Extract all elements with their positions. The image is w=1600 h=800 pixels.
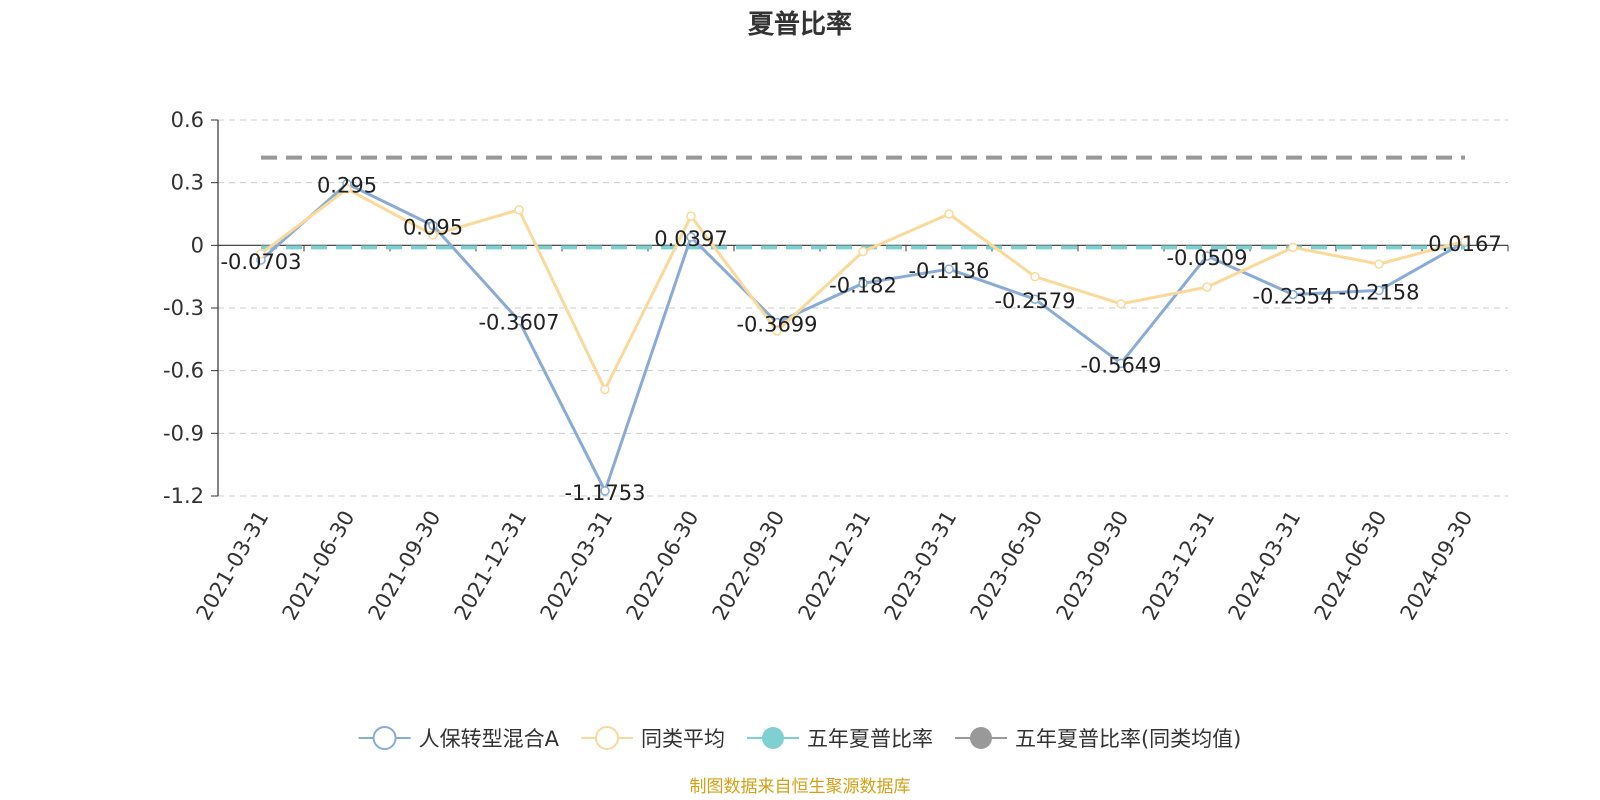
data-label: 0.295 xyxy=(317,174,377,198)
data-label: -0.0509 xyxy=(1166,246,1247,270)
x-tick-label: 2023-03-31 xyxy=(880,507,962,625)
x-tick-label: 2021-03-31 xyxy=(192,507,274,625)
x-tick-label: 2024-09-30 xyxy=(1396,507,1478,625)
x-tick-label: 2024-06-30 xyxy=(1310,507,1392,625)
y-tick-label: -0.6 xyxy=(163,359,204,383)
series-point xyxy=(1374,259,1384,269)
y-tick-label: -0.9 xyxy=(163,421,204,445)
series-point xyxy=(1374,285,1384,296)
x-tick-label: 2021-12-31 xyxy=(450,507,532,625)
source-note: 制图数据来自恒生聚源数据库 xyxy=(690,777,911,797)
x-tick-label: 2023-12-31 xyxy=(1138,507,1220,625)
data-label: -0.0703 xyxy=(220,250,301,274)
series-point xyxy=(1202,251,1212,261)
y-tick-label: 0 xyxy=(191,233,204,257)
y-tick-label: -0.3 xyxy=(163,296,204,320)
data-label: -0.2354 xyxy=(1252,285,1333,309)
series-point xyxy=(686,232,696,242)
series-point xyxy=(256,248,266,259)
legend-item[interactable]: 同类平均 xyxy=(580,726,725,751)
y-tick-label: 0.6 xyxy=(171,108,204,132)
data-label: -0.3699 xyxy=(736,313,817,337)
series-point xyxy=(428,220,438,231)
y-tick-label: -1.2 xyxy=(163,484,204,508)
x-tick-label: 2021-06-30 xyxy=(278,507,360,625)
series-point xyxy=(772,326,782,336)
series-point xyxy=(1288,289,1298,300)
series-point xyxy=(1288,242,1298,253)
series-point xyxy=(600,486,610,496)
legend-label: 同类平均 xyxy=(641,727,725,751)
legend-item[interactable]: 五年夏普比率 xyxy=(746,727,933,751)
data-labels: -0.0703 0.295 0.095 -0.3607 -1.1753 0.0397 -0.… xyxy=(220,174,1501,505)
legend-label: 五年夏普比率(同类均值) xyxy=(1015,727,1241,751)
data-label: -0.2158 xyxy=(1338,280,1419,304)
data-label: -0.182 xyxy=(829,273,897,297)
series-point xyxy=(1116,358,1126,369)
data-label: 0.095 xyxy=(403,215,463,239)
x-tick-label: 2022-06-30 xyxy=(622,507,704,625)
series-point xyxy=(944,209,954,219)
y-tick-label: 0.3 xyxy=(171,171,204,195)
data-label: -0.1136 xyxy=(908,259,989,283)
chart-title: 夏普比率 xyxy=(748,9,852,40)
series-point xyxy=(1030,271,1040,282)
x-tick-label: 2024-03-31 xyxy=(1224,507,1306,625)
series-point xyxy=(428,230,438,240)
series-point xyxy=(858,278,868,289)
series-point xyxy=(686,211,696,221)
series-point xyxy=(342,184,352,194)
x-tick-label: 2023-09-30 xyxy=(1052,507,1134,625)
series-point xyxy=(514,205,524,215)
x-tick-label: 2022-03-31 xyxy=(536,507,618,625)
legend-circle-icon xyxy=(761,727,784,749)
legend-circle-icon xyxy=(372,726,397,750)
data-label: -0.3607 xyxy=(478,311,559,335)
series-point xyxy=(944,264,954,274)
legend-label: 人保转型混合A xyxy=(419,727,560,751)
x-tick-label: 2022-09-30 xyxy=(708,507,790,625)
data-label: -1.1753 xyxy=(564,481,645,505)
data-label: 0.0397 xyxy=(654,227,727,251)
x-tick-label: 2023-06-30 xyxy=(966,507,1048,625)
x-tick-label: 2022-12-31 xyxy=(794,507,876,625)
series-point xyxy=(1116,299,1126,309)
data-label: 0.0167 xyxy=(1428,232,1501,256)
series-point xyxy=(1030,294,1040,304)
data-label: -0.5649 xyxy=(1080,353,1161,377)
grid-lines xyxy=(218,119,1508,497)
series-point xyxy=(1202,282,1212,292)
legend-circle-icon xyxy=(969,727,992,749)
x-tick-label: 2021-09-30 xyxy=(364,507,446,625)
legend-item[interactable]: 五年夏普比率(同类均值) xyxy=(954,727,1241,751)
data-label: -0.2579 xyxy=(994,289,1075,313)
series-point xyxy=(600,384,610,395)
series-point xyxy=(858,246,868,257)
legend: 人保转型混合A 同类平均 五年夏普比率 五年夏普比率(同类均值) xyxy=(358,726,1241,751)
series-point xyxy=(1460,236,1470,246)
series-point xyxy=(514,315,524,326)
series-lines xyxy=(256,178,1470,496)
legend-item[interactable]: 人保转型混合A xyxy=(358,726,560,751)
legend-label: 五年夏普比率 xyxy=(807,727,933,751)
legend-circle-icon xyxy=(594,726,619,750)
